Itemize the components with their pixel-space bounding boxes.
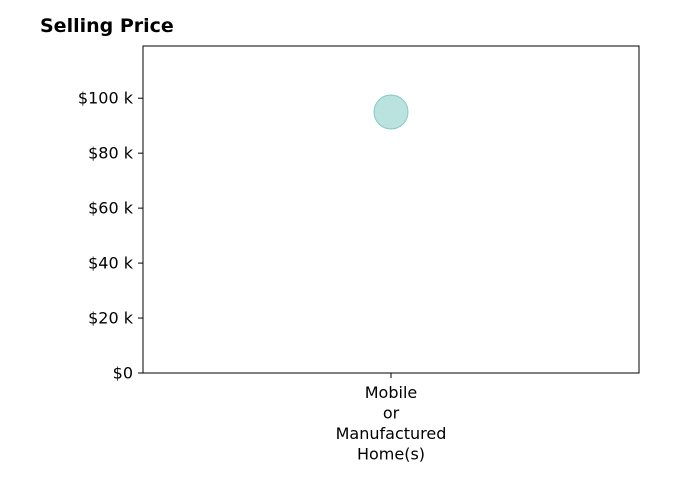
y-tick-label-1: $20 k bbox=[88, 309, 134, 328]
y-tick-label-5: $100 k bbox=[78, 89, 134, 108]
x-axis: Mobile or Manufactured Home(s) bbox=[336, 373, 447, 464]
y-tick-label-0: $0 bbox=[113, 364, 133, 383]
chart-title: Selling Price bbox=[40, 15, 174, 37]
y-tick-label-4: $80 k bbox=[88, 144, 134, 163]
data-point-0 bbox=[373, 94, 409, 130]
x-tick-label-0: Mobile or Manufactured Home(s) bbox=[336, 383, 447, 464]
y-tick-label-3: $60 k bbox=[88, 199, 134, 218]
y-axis: $0 $20 k $40 k $60 k $80 k $100 k bbox=[78, 89, 143, 383]
data-points bbox=[373, 94, 409, 130]
y-tick-label-2: $40 k bbox=[88, 254, 134, 273]
